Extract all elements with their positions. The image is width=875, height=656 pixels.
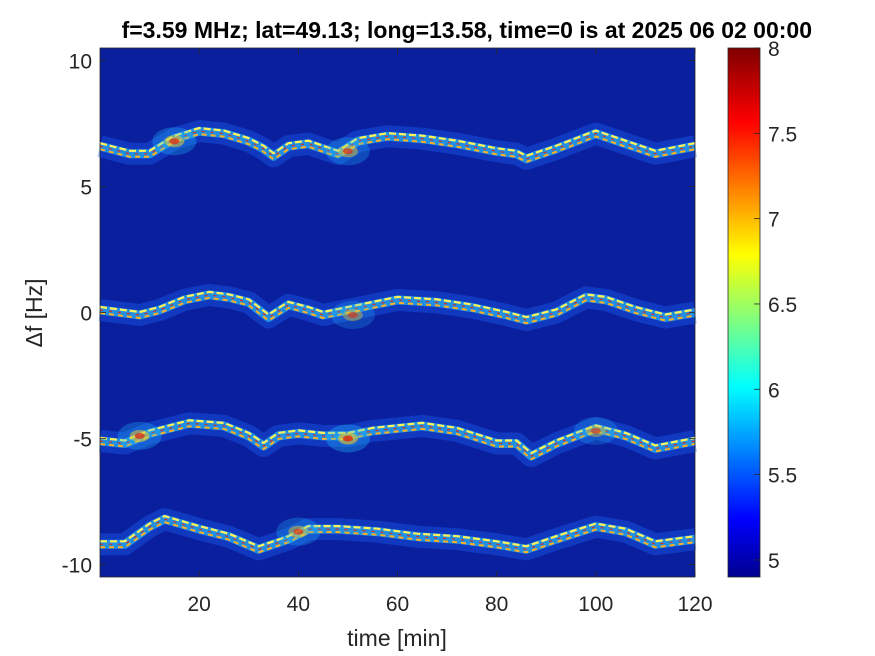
colorbar [727, 47, 761, 578]
trace-glow [100, 514, 696, 554]
y-tick-label: 10 [69, 51, 92, 74]
trace-core [99, 130, 696, 160]
x-tick-label: 20 [187, 593, 210, 616]
trace-core [99, 422, 696, 457]
intensity-blob-core [342, 148, 353, 155]
y-axis-label: Δf [Hz] [21, 278, 47, 347]
intensity-blob-core [134, 432, 145, 439]
x-axis-label: time [min] [347, 625, 447, 651]
trace-line-upper [100, 515, 696, 548]
trace-core [99, 294, 696, 321]
intensity-blob-core [347, 312, 358, 319]
colorbar-tick-label: 6 [768, 379, 780, 402]
spectrogram-traces [97, 120, 698, 561]
trace-line-upper [99, 290, 696, 319]
trace-line-upper [99, 127, 696, 157]
x-tick-label: 60 [386, 593, 409, 616]
intensity-blob-core [293, 528, 304, 535]
x-tick-label: 120 [677, 593, 712, 616]
colorbar-tick-label: 7 [768, 209, 780, 232]
y-tick-label: 0 [80, 303, 92, 326]
trace-line-lower [99, 425, 696, 461]
x-axis-ticks: 20 40 60 80 100 120 [187, 48, 713, 616]
trace-line-lower [100, 521, 696, 554]
trace-line-lower [99, 296, 696, 325]
colorbar-tick-label: 5.5 [768, 465, 797, 488]
intensity-blob-core [342, 435, 353, 442]
colorbar-tick-label: 8 [768, 38, 780, 61]
trace-line-upper [99, 419, 696, 455]
colorbar-tick-label: 7.5 [768, 123, 797, 146]
x-tick-label: 80 [485, 593, 508, 616]
intensity-blob-core [169, 138, 180, 145]
trace-line-lower [99, 133, 696, 163]
y-tick-label: 5 [80, 177, 92, 200]
x-tick-label: 100 [578, 593, 613, 616]
x-tick-label: 40 [287, 593, 310, 616]
colorbar-ticks: 8 7.5 7 6.5 6 5.5 5 [754, 38, 797, 573]
colorbar-tick-label: 6.5 [768, 294, 797, 317]
y-tick-label: -5 [73, 428, 92, 451]
colorbar-tick-label: 5 [768, 550, 780, 573]
chart-title: f=3.59 MHz; lat=49.13; long=13.58, time=… [122, 17, 812, 43]
intensity-blob-core [590, 427, 601, 434]
y-tick-label: -10 [62, 554, 92, 577]
y-axis-ticks: 10 5 0 -5 -10 [62, 51, 695, 577]
